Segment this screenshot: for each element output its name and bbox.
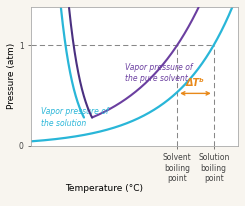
Y-axis label: Pressure (atm): Pressure (atm): [7, 43, 16, 109]
Text: Vapor pressure of
the solution: Vapor pressure of the solution: [41, 108, 109, 128]
Text: ΔTᵇ: ΔTᵇ: [186, 78, 205, 88]
Text: Vapor pressure of
the pure solvent: Vapor pressure of the pure solvent: [124, 63, 192, 83]
X-axis label: Temperature (°C): Temperature (°C): [65, 185, 143, 193]
